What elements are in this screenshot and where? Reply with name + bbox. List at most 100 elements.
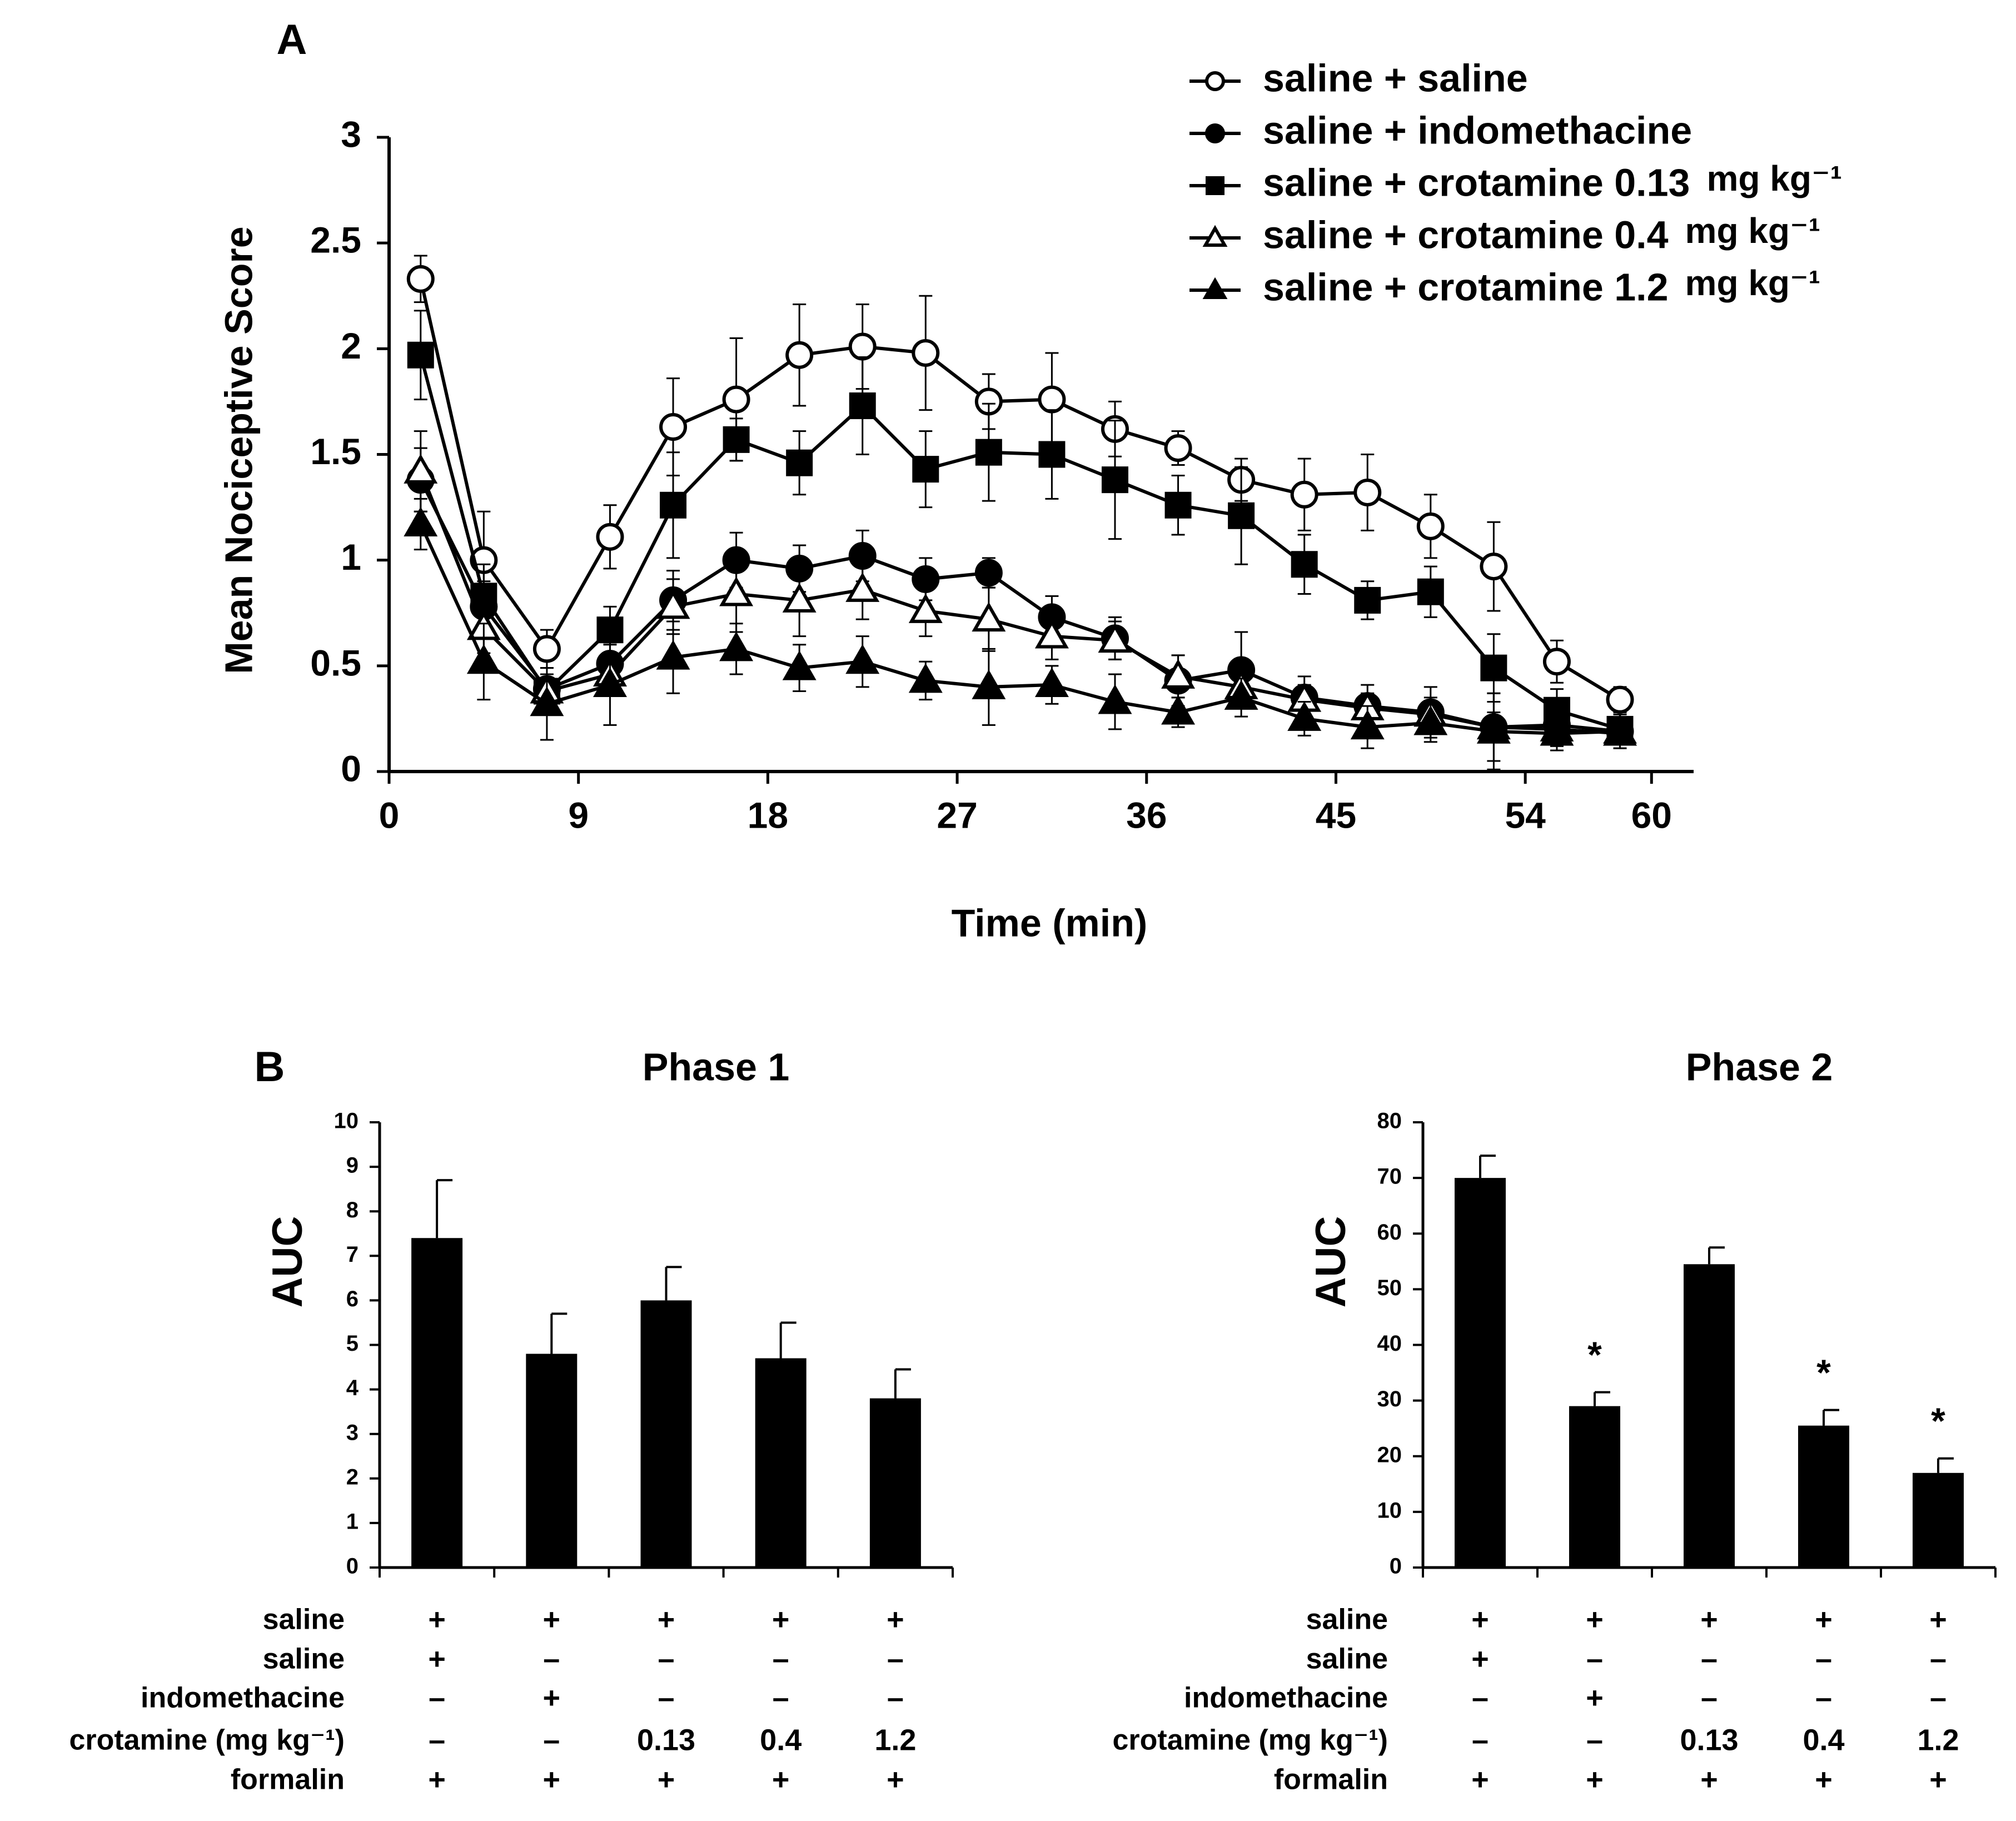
significance-marker: * — [1587, 1334, 1602, 1375]
treatment-cell: + — [1586, 1763, 1604, 1796]
y-tick-label-a: 1.5 — [310, 431, 361, 472]
treatment-cell: + — [1815, 1763, 1833, 1796]
series-line — [419, 470, 1620, 735]
data-point — [1038, 385, 1066, 414]
data-point — [1098, 684, 1132, 714]
legend-label: saline + saline — [1263, 56, 1528, 99]
data-point — [974, 559, 1003, 587]
data-point — [782, 650, 817, 680]
x-axis-label-a: Time (min) — [952, 901, 1148, 944]
treatment-cell: – — [1586, 1723, 1603, 1757]
data-point — [659, 413, 688, 441]
data-point — [1350, 709, 1385, 740]
treatment-cell: + — [1586, 1681, 1604, 1714]
treatment-cell: + — [1815, 1603, 1833, 1636]
x-tick-label-a: 0 — [379, 794, 400, 835]
x-tick-label-a: 60 — [1631, 794, 1672, 835]
treatment-cell: + — [1929, 1763, 1947, 1796]
significance-marker: * — [1816, 1352, 1831, 1393]
data-point — [466, 644, 501, 674]
treatment-cell: + — [658, 1603, 675, 1636]
legend-unit: mg kg⁻¹ — [1685, 211, 1821, 251]
data-point — [1164, 491, 1192, 519]
legend-label: saline + indomethacine — [1263, 108, 1692, 152]
treatment-cell: 0.4 — [760, 1723, 802, 1757]
series-1 — [406, 447, 1634, 745]
data-point — [719, 631, 754, 661]
legend-unit: mg kg⁻¹ — [1685, 263, 1821, 303]
treatment-cell: + — [1929, 1603, 1947, 1636]
y-tick-label: 4 — [346, 1376, 359, 1400]
legend-marker — [1205, 71, 1225, 91]
treatment-cell: 0.4 — [1803, 1723, 1844, 1757]
y-tick-label-a: 0 — [341, 748, 361, 789]
y-tick-label: 6 — [346, 1287, 359, 1311]
treatment-cell: – — [1815, 1681, 1832, 1714]
treatment-cell: – — [429, 1723, 445, 1757]
data-point — [972, 669, 1006, 699]
panel-label-b: B — [255, 1043, 285, 1091]
data-point — [1606, 685, 1634, 714]
data-point — [1161, 659, 1196, 689]
data-point — [723, 426, 750, 453]
data-point — [1476, 714, 1511, 744]
data-point — [1353, 478, 1382, 506]
data-point — [1224, 680, 1258, 710]
data-point — [1098, 623, 1132, 653]
y-tick-label: 20 — [1377, 1442, 1402, 1467]
treatment-row-label: saline — [263, 1604, 345, 1636]
y-tick-label: 5 — [346, 1331, 359, 1356]
data-point — [1101, 466, 1128, 494]
y-tick-label: 50 — [1377, 1276, 1402, 1300]
y-tick-label: 1 — [346, 1509, 359, 1534]
y-tick-label-a: 3 — [341, 113, 361, 155]
y-tick-label: 7 — [346, 1242, 359, 1267]
data-point — [786, 449, 813, 476]
treatment-cell: – — [887, 1642, 904, 1675]
data-point — [1164, 434, 1192, 462]
legend-marker — [1205, 123, 1225, 143]
treatment-cell: – — [1472, 1723, 1489, 1757]
data-point — [530, 686, 564, 717]
legend-label: saline + crotamine 1.2 — [1263, 265, 1669, 309]
y-tick-label: 80 — [1377, 1109, 1402, 1133]
y-tick-label-a: 2.5 — [310, 220, 361, 261]
data-point — [782, 583, 817, 613]
series-4 — [404, 497, 1637, 770]
data-point — [845, 572, 880, 602]
bar — [755, 1358, 807, 1568]
data-point — [404, 506, 438, 536]
y-tick-label: 60 — [1377, 1220, 1402, 1245]
bar — [869, 1398, 921, 1568]
data-point — [912, 339, 940, 367]
treatment-cell: – — [1472, 1681, 1489, 1714]
bar — [411, 1238, 463, 1568]
treatment-cell: – — [773, 1681, 789, 1714]
treatment-cell: + — [543, 1603, 561, 1636]
treatment-cell: – — [1815, 1642, 1832, 1675]
treatment-row-label: saline — [1306, 1643, 1388, 1675]
series-0 — [406, 255, 1634, 714]
y-tick-label-a: 2 — [341, 325, 361, 366]
data-point — [845, 644, 880, 674]
data-point — [908, 593, 943, 623]
bar — [1684, 1264, 1735, 1568]
x-tick-label-a: 45 — [1316, 794, 1356, 835]
legend-unit: mg kg⁻¹ — [1706, 158, 1842, 198]
treatment-cell: 0.13 — [1680, 1723, 1738, 1757]
y-tick-label: 40 — [1377, 1331, 1402, 1356]
y-tick-label: 0 — [346, 1554, 359, 1579]
data-point — [1228, 502, 1255, 529]
treatment-cell: + — [428, 1603, 446, 1636]
data-point — [1034, 667, 1069, 698]
data-point — [975, 439, 1002, 466]
treatment-cell: – — [429, 1681, 445, 1714]
data-point — [1413, 705, 1448, 735]
data-point — [596, 523, 624, 551]
treatment-cell: – — [658, 1681, 674, 1714]
data-point — [849, 392, 876, 420]
data-point — [532, 635, 561, 663]
y-tick-label: 30 — [1377, 1387, 1402, 1411]
x-tick-label-a: 54 — [1505, 794, 1546, 835]
treatment-cell: 1.2 — [1917, 1723, 1959, 1757]
